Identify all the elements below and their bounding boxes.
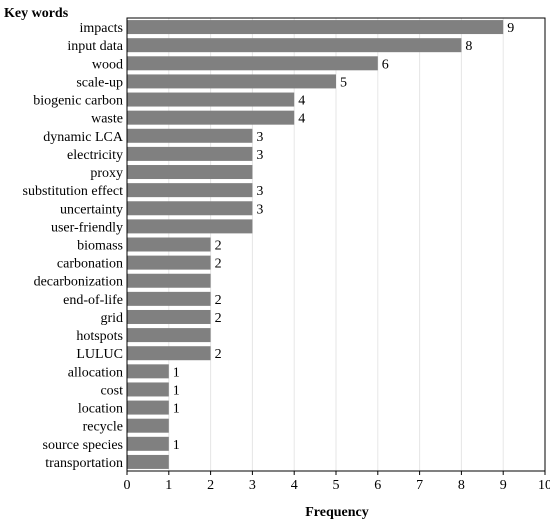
category-label: proxy xyxy=(90,166,123,181)
category-label: transportation xyxy=(45,456,123,471)
category-label: location xyxy=(78,402,123,417)
plot-frame xyxy=(126,17,546,472)
data-label: 1 xyxy=(173,438,180,453)
bar xyxy=(127,38,462,53)
bar xyxy=(127,128,253,143)
x-tick-label: 0 xyxy=(124,478,131,493)
category-label: end-of-life xyxy=(63,293,123,308)
x-tick-label: 4 xyxy=(291,478,298,493)
data-label: 1 xyxy=(173,365,180,380)
bar xyxy=(127,273,211,288)
category-label: user-friendly xyxy=(51,220,123,235)
x-tick-label: 1 xyxy=(165,478,172,493)
bar xyxy=(127,436,169,451)
category-label: hotspots xyxy=(76,329,123,344)
bar xyxy=(127,92,295,107)
category-label: cost xyxy=(100,383,123,398)
data-label: 3 xyxy=(256,202,263,217)
category-label: carbonation xyxy=(57,257,123,272)
bar xyxy=(127,165,253,180)
data-label: 9 xyxy=(507,21,514,36)
x-tick-label: 8 xyxy=(458,478,465,493)
chart-title: Key words xyxy=(4,6,69,21)
data-label: 3 xyxy=(256,130,263,145)
bar xyxy=(127,255,211,270)
x-tick-label: 10 xyxy=(538,478,550,493)
data-label: 1 xyxy=(173,383,180,398)
category-label: recycle xyxy=(83,420,123,435)
bar xyxy=(127,382,169,397)
data-label: 4 xyxy=(298,112,305,127)
x-tick-label: 6 xyxy=(374,478,381,493)
x-tick-label: 9 xyxy=(500,478,507,493)
data-label: 6 xyxy=(382,57,389,72)
data-label: 3 xyxy=(256,148,263,163)
category-label: LULUC xyxy=(76,347,123,362)
category-label: waste xyxy=(91,112,123,127)
data-label: 5 xyxy=(340,75,347,90)
category-label: input data xyxy=(67,39,123,54)
data-label: 2 xyxy=(215,293,222,308)
bar xyxy=(127,454,169,469)
bar xyxy=(127,146,253,161)
x-axis-label: Frequency xyxy=(305,505,369,520)
category-label: decarbonization xyxy=(34,275,123,290)
category-label: biomass xyxy=(77,239,123,254)
data-label: 2 xyxy=(215,347,222,362)
bar xyxy=(127,201,253,216)
x-tick-label: 7 xyxy=(416,478,423,493)
category-label: biogenic carbon xyxy=(33,94,123,109)
data-label: 2 xyxy=(215,311,222,326)
bar xyxy=(127,183,253,198)
x-tick-label: 3 xyxy=(249,478,256,493)
category-label: dynamic LCA xyxy=(43,130,124,145)
bar xyxy=(127,291,211,306)
bar xyxy=(127,418,169,433)
bar xyxy=(127,74,336,89)
category-label: substitution effect xyxy=(23,184,124,199)
bar xyxy=(127,20,504,35)
bar xyxy=(127,364,169,379)
data-label: 2 xyxy=(215,257,222,272)
x-tick-label: 5 xyxy=(333,478,340,493)
data-label: 2 xyxy=(215,239,222,254)
x-tick-label: 2 xyxy=(207,478,214,493)
bar xyxy=(127,237,211,252)
category-label: scale-up xyxy=(76,75,123,90)
category-label: uncertainty xyxy=(60,202,123,217)
bar xyxy=(127,219,253,234)
x-axis-ticks: 0 1 2 3 4 5 6 7 8 9 10 xyxy=(124,471,550,493)
data-label: 1 xyxy=(173,402,180,417)
category-label: electricity xyxy=(67,148,123,163)
category-label: wood xyxy=(92,57,123,72)
category-label: grid xyxy=(100,311,123,326)
category-label: allocation xyxy=(68,365,123,380)
bar xyxy=(127,328,211,343)
bar xyxy=(127,56,378,71)
data-label: 4 xyxy=(298,94,305,109)
bar xyxy=(127,346,211,361)
data-label: 3 xyxy=(256,184,263,199)
category-label: impacts xyxy=(79,21,123,36)
bar xyxy=(127,400,169,415)
data-labels: 9 8 6 5 4 4 3 3 3 3 2 2 2 2 2 1 1 1 1 xyxy=(173,21,514,453)
bar xyxy=(127,110,295,125)
data-label: 8 xyxy=(465,39,472,54)
category-label: source species xyxy=(43,438,123,453)
bars xyxy=(127,20,504,469)
category-labels: impacts input data wood scale-up biogenic ca… xyxy=(23,21,124,471)
bar xyxy=(127,309,211,324)
